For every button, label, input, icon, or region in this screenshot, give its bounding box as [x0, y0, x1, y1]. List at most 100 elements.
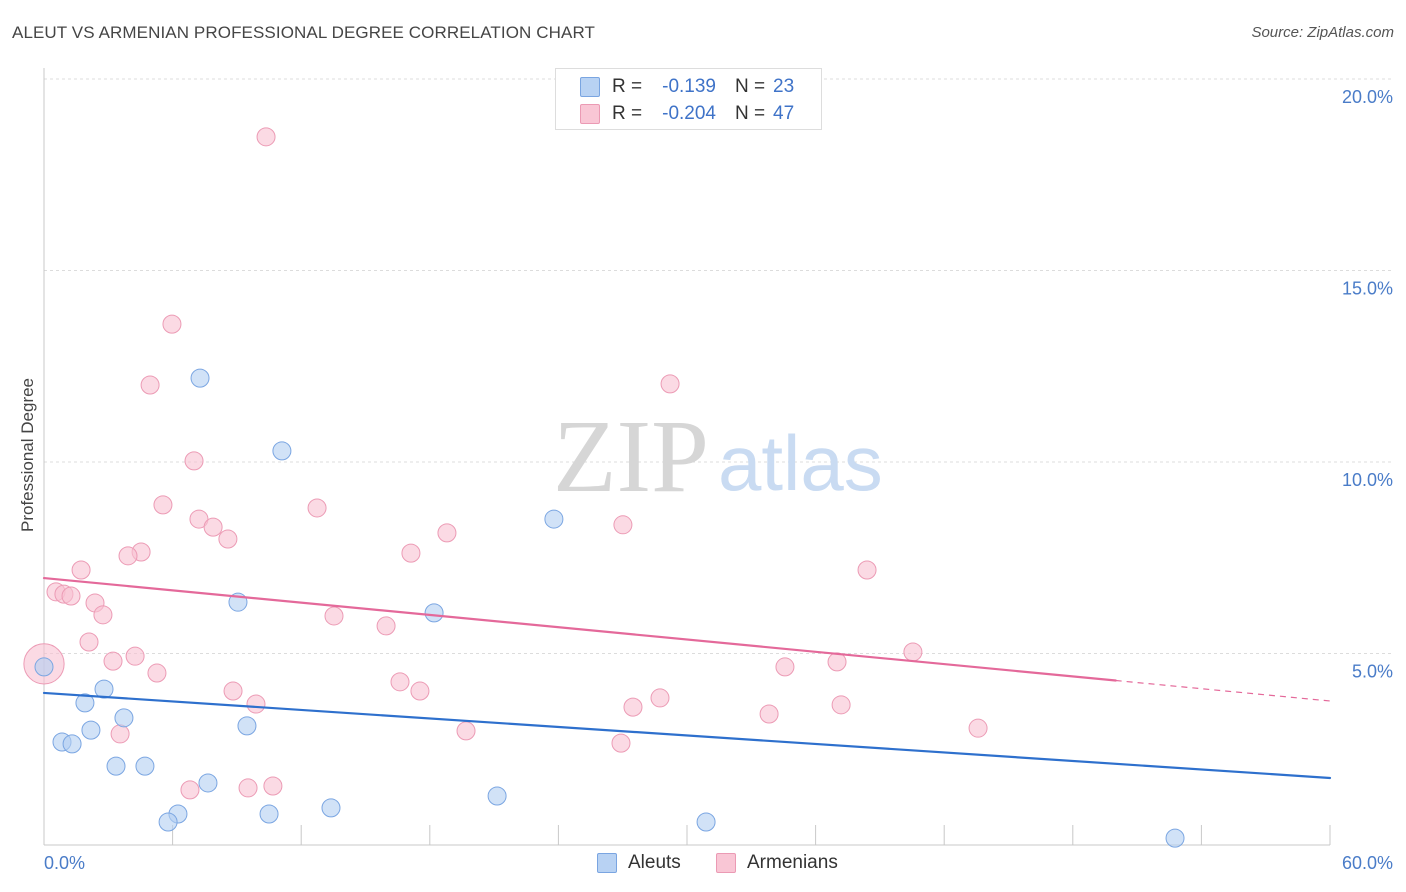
y-tick-labels: 5.0% 10.0% 15.0% 20.0%: [1342, 87, 1393, 682]
legend-item-armenians[interactable]: Armenians: [716, 851, 851, 875]
armenians-point: [110, 724, 130, 744]
armenians-point: [831, 695, 851, 715]
r-label: R =: [612, 76, 643, 97]
armenians-point: [390, 672, 410, 692]
r-value: -0.204: [662, 103, 716, 124]
armenians-point: [827, 652, 847, 672]
y-tick-label: 5.0%: [1352, 662, 1393, 682]
n-value: 23: [773, 76, 795, 97]
armenians-point: [189, 509, 209, 529]
aleuts-point: [106, 756, 126, 776]
aleuts-trend-line: [42, 691, 1332, 780]
n-value: 47: [773, 103, 795, 124]
armenians-trend-line: [42, 576, 1117, 682]
stats-row-armenians: R = -0.204 N = 47: [556, 101, 821, 127]
n-label: N =: [735, 103, 766, 124]
aleuts-swatch: [580, 77, 600, 97]
aleuts-point: [81, 720, 101, 740]
armenians-legend-swatch: [716, 853, 736, 873]
stats-row-aleuts: R = -0.139 N = 23: [556, 74, 821, 100]
aleuts-point: [158, 812, 178, 832]
aleuts-points: [34, 368, 1185, 848]
aleuts-point: [34, 657, 54, 677]
armenians-point: [903, 642, 923, 662]
armenians-point: [437, 523, 457, 543]
aleuts-point: [259, 804, 279, 824]
r-value: -0.139: [662, 76, 716, 97]
armenians-point: [103, 651, 123, 671]
gridlines: [44, 78, 1393, 654]
aleuts-point: [190, 368, 210, 388]
armenians-point: [256, 127, 276, 147]
aleuts-legend-swatch: [597, 853, 617, 873]
aleuts-point: [237, 716, 257, 736]
aleuts-point: [94, 679, 114, 699]
watermark-atlas: atlas: [718, 419, 883, 507]
watermark: ZIP atlas: [553, 399, 883, 514]
axes: [43, 68, 1331, 846]
armenians-point: [162, 314, 182, 334]
armenians-trend-extension: [1115, 679, 1331, 702]
aleuts-point: [62, 734, 82, 754]
armenians-point: [410, 681, 430, 701]
y-axis-label: Professional Degree: [18, 378, 37, 532]
aleuts-point: [544, 509, 564, 529]
r-label: R =: [612, 103, 643, 124]
armenians-point: [623, 697, 643, 717]
legend-label-armenians: Armenians: [747, 852, 838, 873]
source-credit: Source: ZipAtlas.com: [1251, 24, 1394, 41]
armenians-point: [238, 778, 258, 798]
aleuts-point: [272, 441, 292, 461]
armenians-point: [759, 704, 779, 724]
armenians-point: [125, 646, 145, 666]
armenians-point: [401, 543, 421, 563]
aleuts-point: [75, 693, 95, 713]
x-tick-label: 0.0%: [44, 853, 85, 873]
stats-legend: R = -0.139 N = 23 R = -0.204 N = 47: [555, 68, 822, 130]
armenians-point: [140, 375, 160, 395]
watermark-zip: ZIP: [553, 399, 709, 514]
armenians-point: [263, 776, 283, 796]
data-points: [23, 127, 1185, 848]
armenians-point: [324, 606, 344, 626]
chart-title: ALEUT VS ARMENIAN PROFESSIONAL DEGREE CO…: [12, 23, 595, 42]
armenians-point: [93, 605, 113, 625]
x-tick-labels: 0.0% 60.0%: [44, 853, 1393, 873]
armenians-point: [650, 688, 670, 708]
aleuts-point: [1165, 828, 1185, 848]
armenians-point: [456, 721, 476, 741]
aleuts-point: [424, 603, 444, 623]
y-tick-label: 15.0%: [1342, 279, 1393, 299]
armenians-point: [184, 451, 204, 471]
armenians-point: [79, 632, 99, 652]
aleuts-point: [487, 786, 507, 806]
armenians-point: [180, 780, 200, 800]
x-tick-label: 60.0%: [1342, 853, 1393, 873]
armenians-point: [611, 733, 631, 753]
aleuts-point: [114, 708, 134, 728]
armenians-point: [147, 663, 167, 683]
legend-label-aleuts: Aleuts: [628, 852, 681, 873]
legend-item-aleuts[interactable]: Aleuts: [597, 851, 692, 875]
armenians-point: [61, 586, 81, 606]
aleuts-point: [135, 756, 155, 776]
armenians-points: [23, 127, 988, 800]
armenians-point: [153, 495, 173, 515]
armenians-point: [775, 657, 795, 677]
armenians-point: [203, 517, 223, 537]
armenians-point: [660, 374, 680, 394]
armenians-point: [218, 529, 238, 549]
armenians-point: [857, 560, 877, 580]
y-tick-label: 10.0%: [1342, 470, 1393, 490]
y-tick-label: 20.0%: [1342, 87, 1393, 107]
armenians-point: [246, 694, 266, 714]
armenians-point: [968, 718, 988, 738]
n-label: N =: [735, 76, 766, 97]
aleuts-point: [696, 812, 716, 832]
armenians-point: [71, 560, 91, 580]
trend-lines: [42, 576, 1332, 780]
armenians-point: [307, 498, 327, 518]
aleuts-point: [198, 773, 218, 793]
